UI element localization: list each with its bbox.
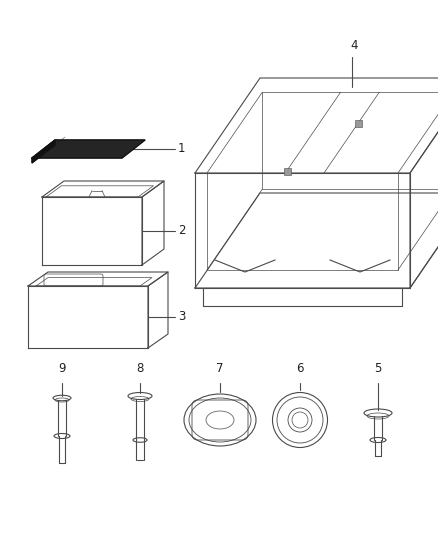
Text: 4: 4: [350, 39, 358, 52]
Text: 3: 3: [178, 311, 185, 324]
Polygon shape: [32, 140, 145, 158]
Text: 7: 7: [216, 362, 224, 375]
Text: 6: 6: [296, 362, 304, 375]
Bar: [355, 120, 362, 127]
Text: 8: 8: [136, 362, 144, 375]
Bar: [284, 167, 291, 174]
Text: 2: 2: [178, 224, 186, 238]
Text: 9: 9: [58, 362, 66, 375]
Text: 1: 1: [178, 142, 186, 156]
Polygon shape: [32, 140, 55, 163]
Text: 5: 5: [374, 362, 381, 375]
